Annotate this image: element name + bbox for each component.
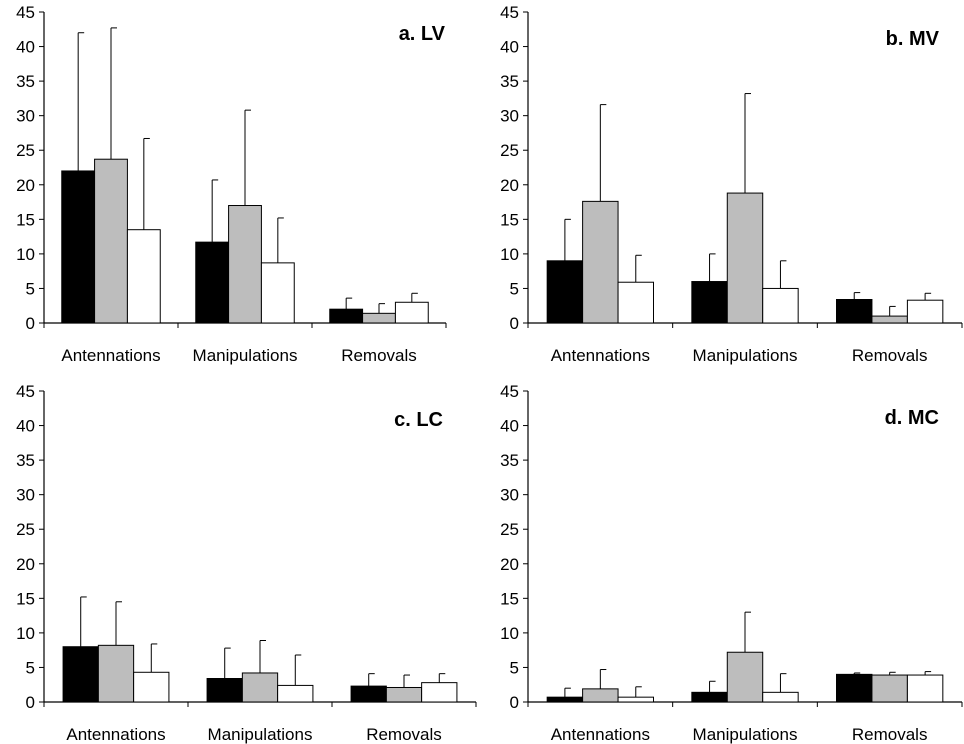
bar xyxy=(206,678,243,703)
bar xyxy=(691,691,728,703)
x-tick-label: Antennations xyxy=(66,725,165,744)
bar xyxy=(691,281,728,324)
y-tick-label: 35 xyxy=(16,72,35,91)
y-tick-label: 20 xyxy=(500,555,519,574)
chart-panel: 0 5 10 15 20 25 30 35 40 45 Antennations Manipulati… xyxy=(500,3,963,365)
bar xyxy=(762,691,799,703)
bar xyxy=(94,158,128,324)
y-tick-label: 5 xyxy=(510,658,519,677)
bar xyxy=(421,682,458,703)
y-tick-label: 15 xyxy=(500,210,519,229)
x-tick-label: Removals xyxy=(366,725,442,744)
bar xyxy=(906,674,944,703)
x-tick-label: Manipulations xyxy=(208,725,313,744)
y-tick-label: 40 xyxy=(500,417,519,436)
bar xyxy=(62,646,99,703)
bar xyxy=(385,686,423,703)
bar xyxy=(906,299,944,324)
y-tick-label: 15 xyxy=(500,589,519,608)
x-tick-label: Manipulations xyxy=(193,346,298,365)
bar xyxy=(362,312,396,324)
bar xyxy=(582,200,619,324)
y-tick-label: 10 xyxy=(500,245,519,264)
y-tick-label: 5 xyxy=(26,658,35,677)
bar xyxy=(126,229,161,324)
y-tick-label: 35 xyxy=(16,451,35,470)
y-tick-label: 0 xyxy=(26,693,35,712)
chart-title: b. MV xyxy=(886,28,940,50)
bar xyxy=(762,287,799,324)
y-tick-label: 35 xyxy=(500,451,519,470)
x-tick-label: Antennations xyxy=(61,346,160,365)
bar xyxy=(617,281,654,324)
y-tick-label: 45 xyxy=(500,3,519,22)
chart-title: d. MC xyxy=(885,407,939,429)
bar xyxy=(228,205,262,324)
y-tick-label: 25 xyxy=(500,520,519,539)
y-tick-label: 20 xyxy=(500,176,519,195)
bar xyxy=(277,684,314,703)
bar xyxy=(836,673,873,703)
y-tick-label: 30 xyxy=(500,486,519,505)
y-tick-label: 15 xyxy=(16,589,35,608)
bar xyxy=(726,192,764,324)
bar xyxy=(546,696,584,703)
chart-title: a. LV xyxy=(399,23,446,45)
y-tick-label: 5 xyxy=(26,279,35,298)
bar xyxy=(350,685,387,703)
bar xyxy=(61,170,96,324)
bar xyxy=(871,315,908,324)
x-tick-label: Removals xyxy=(852,346,928,365)
y-tick-label: 45 xyxy=(500,382,519,401)
y-tick-label: 25 xyxy=(500,141,519,160)
y-tick-label: 30 xyxy=(16,486,35,505)
y-tick-label: 20 xyxy=(16,555,35,574)
chart-panel: 0 5 10 15 20 25 30 35 40 45 Antennations Manipulati… xyxy=(500,382,963,744)
y-tick-label: 40 xyxy=(500,38,519,57)
x-tick-label: Antennations xyxy=(551,725,650,744)
bar xyxy=(394,301,429,324)
bar xyxy=(241,672,279,703)
bar xyxy=(97,644,135,703)
bar xyxy=(726,651,764,703)
bar xyxy=(133,671,170,703)
x-tick-label: Removals xyxy=(852,725,928,744)
y-tick-label: 25 xyxy=(16,520,35,539)
y-tick-label: 25 xyxy=(16,141,35,160)
y-tick-label: 10 xyxy=(16,624,35,643)
y-tick-label: 10 xyxy=(500,624,519,643)
y-tick-label: 45 xyxy=(16,3,35,22)
bar xyxy=(195,241,230,324)
bar xyxy=(329,308,364,324)
y-tick-label: 40 xyxy=(16,38,35,57)
x-tick-label: Manipulations xyxy=(693,725,798,744)
y-tick-label: 35 xyxy=(500,72,519,91)
chart-panel: 0 5 10 15 20 25 30 35 40 45 Antennations Manipulati… xyxy=(16,382,477,744)
x-tick-label: Antennations xyxy=(551,346,650,365)
y-tick-label: 0 xyxy=(510,314,519,333)
chart-title: c. LC xyxy=(394,409,443,431)
bar xyxy=(582,688,619,703)
y-tick-label: 40 xyxy=(16,417,35,436)
x-tick-label: Removals xyxy=(341,346,417,365)
y-tick-label: 20 xyxy=(16,176,35,195)
x-tick-label: Manipulations xyxy=(693,346,798,365)
y-tick-label: 5 xyxy=(510,279,519,298)
bar xyxy=(871,674,908,703)
y-tick-label: 0 xyxy=(26,314,35,333)
y-tick-label: 0 xyxy=(510,693,519,712)
chart-panel: 0 5 10 15 20 25 30 35 40 45 Antennations Manipulati… xyxy=(16,3,447,365)
bar xyxy=(617,696,654,703)
y-tick-label: 45 xyxy=(16,382,35,401)
y-tick-label: 10 xyxy=(16,245,35,264)
bar xyxy=(260,262,295,324)
bar xyxy=(546,260,584,324)
bar xyxy=(836,299,873,324)
y-tick-label: 15 xyxy=(16,210,35,229)
y-tick-label: 30 xyxy=(16,107,35,126)
y-tick-label: 30 xyxy=(500,107,519,126)
